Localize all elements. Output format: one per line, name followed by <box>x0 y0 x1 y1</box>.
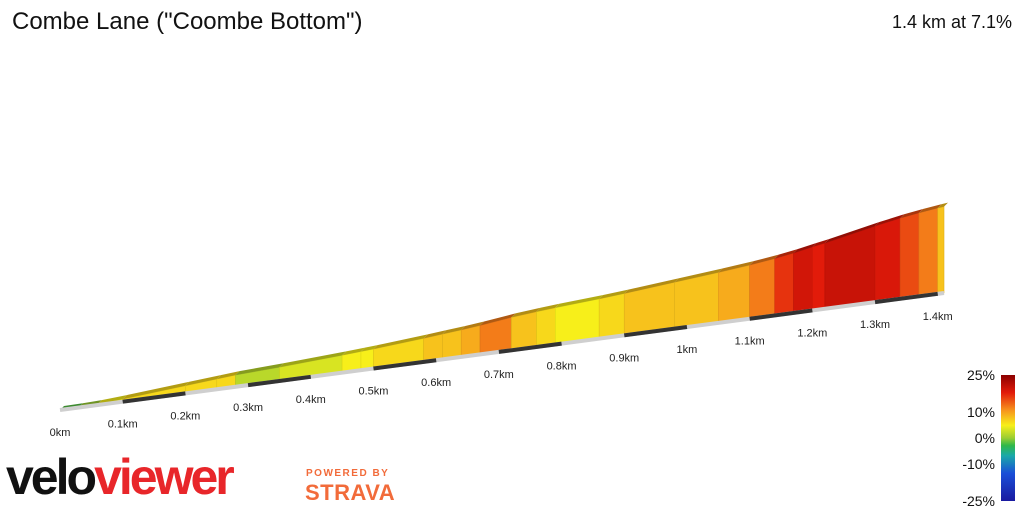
distance-tick-label: 1.3km <box>860 319 890 331</box>
profile-segment-20 <box>674 272 719 330</box>
logo-velo-text: velo <box>6 449 97 505</box>
profile-segment-top-9 <box>360 345 378 352</box>
profile-segment-top-5 <box>216 371 240 380</box>
gradient-color-bar <box>1001 375 1015 501</box>
profile-segment-top-30 <box>937 202 948 209</box>
axis-band-11 <box>749 308 813 321</box>
distance-tick-label: 0.7km <box>484 369 514 381</box>
profile-segment-top-3 <box>122 381 190 400</box>
profile-segment-top-23 <box>774 249 798 259</box>
distance-tick-label: 0.2km <box>170 410 200 422</box>
profile-segment-top-12 <box>442 325 466 335</box>
legend-label-25: 25% <box>967 367 995 383</box>
profile-segment-top-27 <box>875 214 905 227</box>
profile-segment-top-20 <box>674 268 723 283</box>
legend-label-minus-10: -10% <box>962 456 995 472</box>
distance-tick-label: 0.3km <box>233 402 263 414</box>
profile-segment-21 <box>717 264 750 324</box>
axis-band-1 <box>122 391 186 404</box>
powered-by-label: POWERED BY <box>306 468 390 479</box>
profile-segment-top-8 <box>342 347 365 356</box>
legend-label-minus-25: -25% <box>962 493 995 509</box>
strava-logo: STRAVA <box>305 480 396 505</box>
climb-summary: 1.4 km at 7.1% <box>891 12 1012 32</box>
distance-tick-label: 1.2km <box>797 327 827 339</box>
logo-viewer-text: viewer <box>94 449 235 505</box>
axis-band-3 <box>247 374 312 388</box>
profile-segment-top-22 <box>749 254 779 266</box>
profile-segment-top-4 <box>185 375 221 386</box>
distance-tick-label: 1.4km <box>923 311 953 323</box>
profile-segment-28 <box>899 212 920 300</box>
profile-segment-top-6 <box>235 363 284 376</box>
profile-segment-top-15 <box>511 307 541 318</box>
profile-segment-top-16 <box>536 303 560 312</box>
profile-segment-22 <box>749 258 776 320</box>
profile-segment-13 <box>460 325 481 358</box>
profile-segment-27 <box>874 217 901 303</box>
profile-segment-top-26 <box>824 222 880 244</box>
profile-segment-15 <box>511 311 537 351</box>
profile-segment-top-28 <box>900 208 923 219</box>
profile-segment-11 <box>423 333 443 363</box>
profile-segment-top-2 <box>97 395 127 405</box>
profile-segment-top-14 <box>480 313 516 326</box>
profile-segment-top-21 <box>718 261 754 273</box>
distance-tick-label: 0.9km <box>609 352 639 364</box>
distance-tick-label: 0km <box>50 427 71 439</box>
legend-label-0: 0% <box>975 430 995 446</box>
profile-segment-top-19 <box>624 278 679 294</box>
profile-segment-top-24 <box>793 242 817 254</box>
profile-segment-29 <box>918 207 939 297</box>
distance-tick-label: 0.5km <box>358 386 388 398</box>
distance-tick-label: 0.1km <box>108 419 138 431</box>
profile-segment-30 <box>937 206 945 295</box>
profile-segment-top-29 <box>918 204 942 213</box>
profile-segment-top-25 <box>812 239 829 247</box>
profile-segment-top-13 <box>461 321 485 330</box>
distance-tick-label: 0.6km <box>421 377 451 389</box>
distance-axis: 0km 0.1km 0.2km 0.3km 0.4km 0.5km 0.6km 0.7km 0.… <box>50 291 953 439</box>
axis-band-13 <box>874 291 938 305</box>
profile-segment-12 <box>442 329 462 360</box>
distance-tick-label: 0.8km <box>547 361 577 373</box>
profile-segment-23 <box>774 252 794 316</box>
legend-label-10: 10% <box>967 404 995 420</box>
axis-band-9 <box>623 325 688 338</box>
profile-segment-top-17 <box>555 294 604 308</box>
distance-tick-label: 1.1km <box>735 336 765 348</box>
profile-segment-25 <box>812 242 826 311</box>
profile-segment-top-18 <box>599 289 629 299</box>
distance-tick-label: 1km <box>677 344 698 356</box>
gradient-legend: 25% 10% 0% -10% -25% <box>962 367 1015 509</box>
profile-segment-top-11 <box>423 330 447 339</box>
profile-segment-top-7 <box>279 351 347 368</box>
veloviewer-logo: veloviewer <box>6 449 235 505</box>
distance-tick-label: 0.4km <box>296 394 326 406</box>
page-title: Combe Lane ("Coombe Bottom") <box>12 8 363 35</box>
profile-segment-24 <box>793 246 813 314</box>
profile-segment-top-10 <box>373 334 428 350</box>
profile-segment-18 <box>598 293 625 339</box>
axis-band-5 <box>373 358 437 371</box>
axis-band-7 <box>498 341 562 354</box>
profile-segment-16 <box>536 307 556 348</box>
